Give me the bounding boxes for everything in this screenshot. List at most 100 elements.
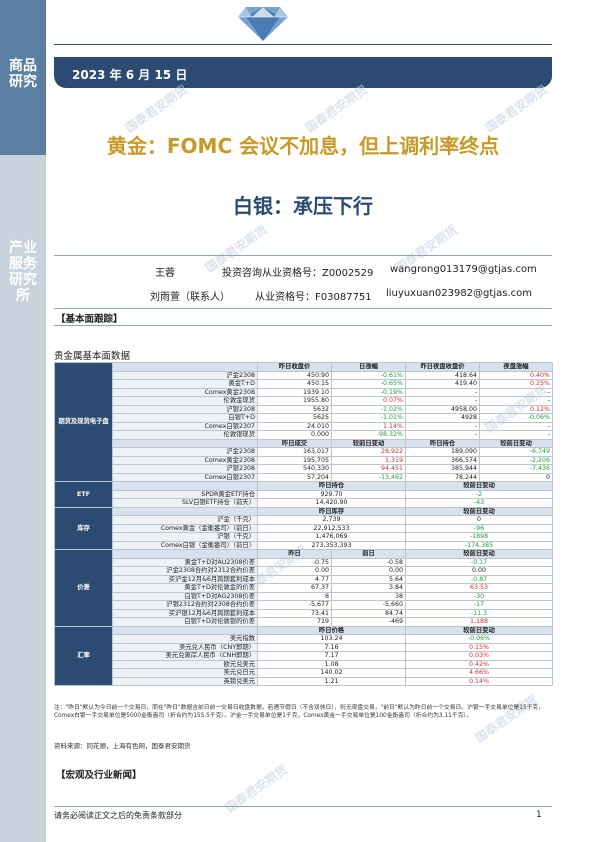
author-cert: 从业资格号：F03087751 [255, 292, 372, 303]
table-cell: -0.61% [331, 370, 406, 380]
table-cell: 163,017 [257, 447, 332, 457]
table-cell: -11.3 [405, 608, 553, 618]
table-cell: 1939.10 [257, 387, 332, 397]
table-cell: -0.17 [405, 557, 553, 567]
author-email[interactable]: liuyuxuan023982@gtjas.com [386, 288, 532, 299]
table-cell: 沪银2308 [112, 464, 258, 474]
table-cell: 0.14% [405, 676, 553, 686]
table-row: Comex白银2307 57,204 -13,462 78,244 0 [55, 472, 553, 482]
watermark: 国泰君安期货 [122, 82, 190, 136]
table-row: 伦敦银现货 0.000 -98.32% - - [55, 430, 553, 440]
table-cell [112, 362, 258, 372]
table-cell: -6,749 [479, 447, 553, 457]
page-number: 1 [536, 810, 542, 820]
table-cell: -1.01% [331, 413, 406, 423]
table-cell: 94,451 [331, 464, 406, 474]
table-row: 沪银2312合约对2308合约价差 -5,677 -5,660 -17 [55, 600, 553, 610]
table-cell [112, 438, 258, 448]
watermark: 国泰君安期货 [482, 82, 550, 136]
table-cell: -1.02% [331, 404, 406, 414]
table-cell: 夜盘涨幅 [479, 362, 553, 372]
table-row: 沪金2308 450.90 -0.61% 418.64 0.40% [55, 370, 553, 380]
table-cell: - [479, 387, 553, 397]
table-row: 黄金T+D对伦敦金的价差 67.37 3.84 63.53 [55, 583, 553, 593]
table-cell: 418.64 [405, 370, 480, 380]
table-cell [112, 481, 258, 491]
table-cell: SPDR黄金ETF持仓 [112, 489, 258, 499]
table-row: 价差 昨日 前日 较前日变动 [54, 549, 553, 627]
table-cell: Comex黄金2308 [112, 455, 258, 465]
table-cell: SLV白银ETF持仓（前天） [112, 498, 258, 508]
table-row: 白银T+D对伦敦银的价差 719 -469 1,188 [55, 617, 553, 627]
author-email[interactable]: wangrong013179@gtjas.com [390, 264, 537, 275]
table-cell: 1.08 [257, 659, 406, 669]
table-row: 沪银2308 5632 -1.02% 4958.00 0.12% [55, 404, 553, 414]
table-cell: 英镑兑美元 [112, 676, 258, 686]
table-cell: 欧元兑美元 [112, 659, 258, 669]
table-cell: 1,319 [331, 455, 406, 465]
table-row: 买沪银12月&6月跨期套利成本 73.41 84.74 -11.3 [55, 608, 553, 618]
table-title: 贵金属基本面数据 [54, 351, 131, 362]
table-cell: 0.00 [257, 566, 332, 576]
table-cell: 0.40% [479, 370, 553, 380]
table-row: 期货及现货电子盘 昨日收盘价 日涨幅 昨日夜盘收盘价 夜盘涨幅 [54, 362, 553, 482]
table-row: 美元指数 103.24 -0.06% [55, 634, 553, 644]
section-fundamentals: 【基本面跟踪】 [56, 314, 123, 325]
table-cell: 0.12% [479, 404, 553, 414]
table-cell: 7.16 [257, 642, 406, 652]
table-row: Comex白银2307 24.010 1.14% - - [55, 421, 553, 431]
table-cell: 较前日变动 [405, 481, 553, 491]
table-cell: -469 [331, 617, 406, 627]
table-cell: 较前日变动 [479, 438, 553, 448]
table-cell: -96 [405, 523, 553, 533]
table-cell: -5,677 [257, 600, 332, 610]
table-cell: 0 [479, 472, 553, 482]
divider [54, 308, 552, 309]
table-cell: - [405, 396, 480, 406]
table-cell: -17 [405, 600, 553, 610]
table-cell: 黄金T+D对伦敦金的价差 [112, 583, 258, 593]
table-cell: 美元兑离岸人民币（CNH即期） [112, 651, 258, 661]
table-cell: 前日 [331, 549, 406, 559]
table-row: 白银T+D 5625 -1.01% 4928 -0.06% [55, 413, 553, 423]
table-cell: 0.000 [257, 430, 332, 440]
table-cell: 沪金2308 [112, 447, 258, 457]
table-cell: 较前日变动 [405, 549, 553, 559]
table-cell: -7,436 [479, 464, 553, 474]
table-row: 昨日成交 较前日变动 昨日持仓 较前日变动 [55, 438, 553, 448]
table-cell: 450.90 [257, 370, 332, 380]
table-cell: 57,204 [257, 472, 332, 482]
table-cell: 黄金T+D对AU2308价差 [112, 557, 258, 567]
table-cell: 929.70 [257, 489, 406, 499]
table-cell: Comex黄金（金衡盎司）（前日） [112, 523, 258, 533]
date-banner: 2023 年 6 月 15 日 [54, 57, 552, 88]
table-cell: 0 [405, 515, 553, 525]
table-cell: 昨日持仓 [257, 481, 406, 491]
table-cell: 22,912,533 [257, 523, 406, 533]
table-cell: 昨日成交 [257, 438, 332, 448]
table-cell: 78,244 [405, 472, 480, 482]
author-name: 王蓉 [155, 268, 175, 279]
table-row: 欧元兑美元 1.08 0.42% [55, 659, 553, 669]
table-group-label: 期货及现货电子盘 [54, 362, 113, 482]
table-cell: 昨日收盘价 [257, 362, 332, 372]
diamond-logo-icon [238, 7, 288, 41]
table-cell: -2 [405, 489, 553, 499]
table-row: 伦敦金现货 1955.80 0.07% - - [55, 396, 553, 406]
table-cell: 买沪银12月&6月跨期套利成本 [112, 608, 258, 618]
footer-rule [54, 806, 552, 807]
table-cell: 1.21 [257, 676, 406, 686]
table-cell: 白银T+D对AG2308价差 [112, 591, 258, 601]
table-cell: 419.40 [405, 379, 480, 389]
table-cell: 140.02 [257, 668, 406, 678]
table-cell: 白银T+D对伦敦银的价差 [112, 617, 258, 627]
table-cell: 沪金（千克） [112, 515, 258, 525]
table-row: 沪金（千克） 2,739 0 [55, 515, 553, 525]
table-cell: - [405, 387, 480, 397]
table-cell: 伦敦金现货 [112, 396, 258, 406]
table-cell: 美元兑人民币（CNY即期） [112, 642, 258, 652]
table-cell: -2,206 [479, 455, 553, 465]
table-cell: 38 [331, 591, 406, 601]
table-cell: -0.87 [405, 574, 553, 584]
table-cell: - [479, 396, 553, 406]
